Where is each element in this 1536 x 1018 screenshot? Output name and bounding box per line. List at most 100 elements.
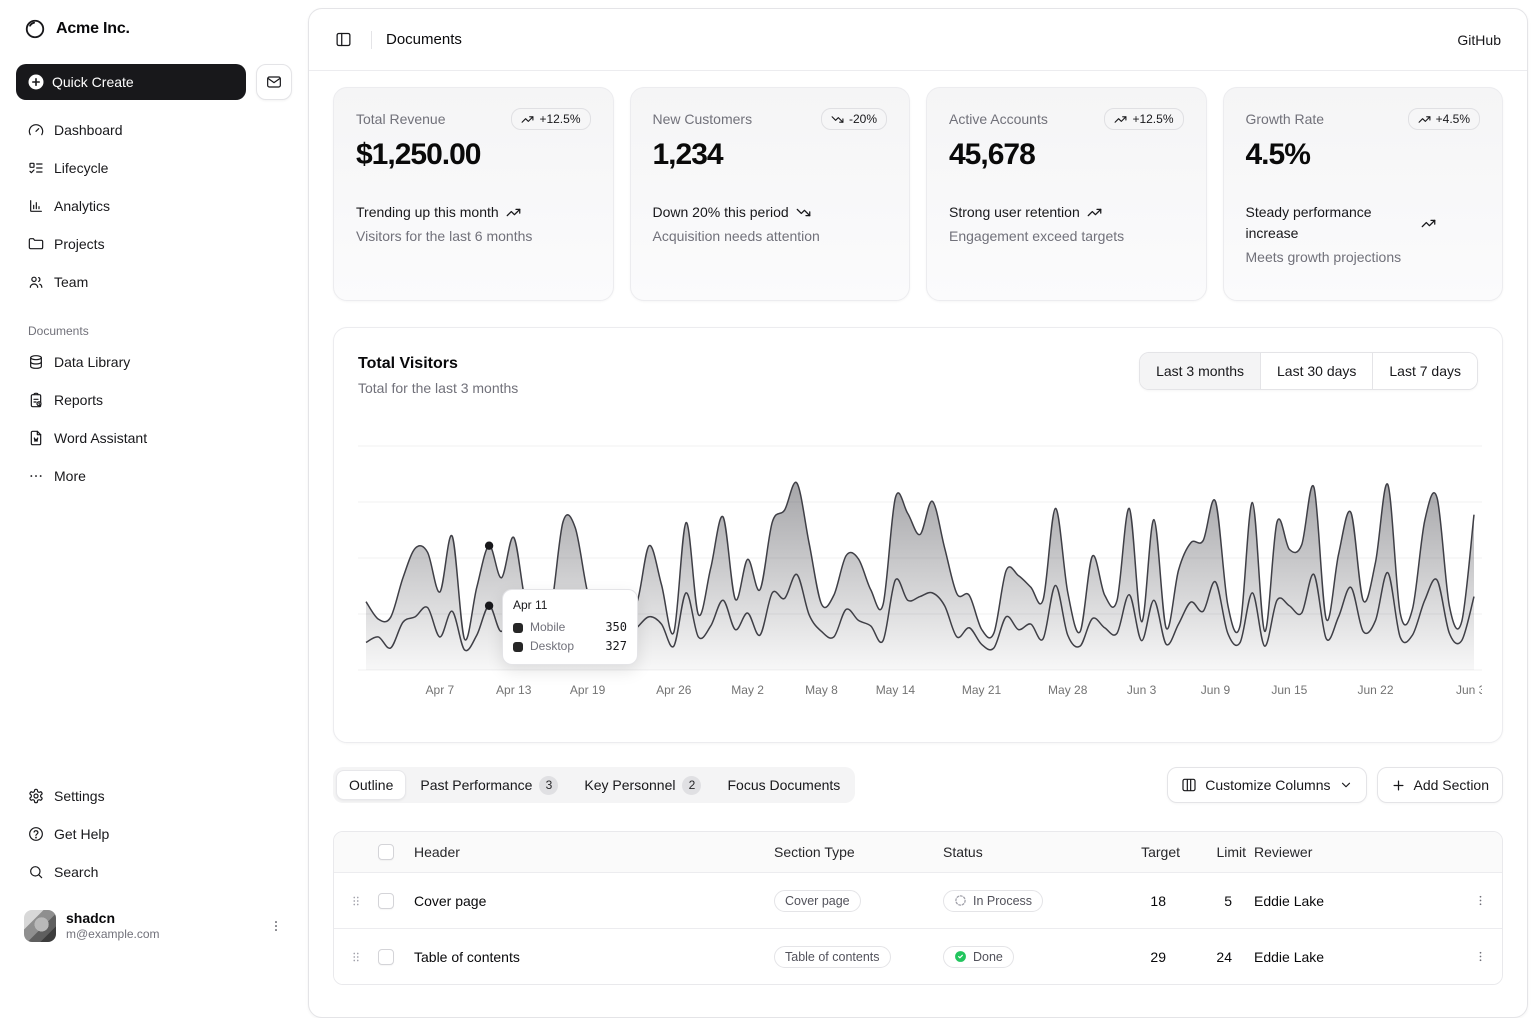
limit-cell[interactable]: 24 [1216, 948, 1232, 965]
trend-badge: +12.5% [511, 108, 591, 130]
quick-create-label: Quick Create [52, 74, 134, 90]
stat-label: Total Revenue [356, 111, 446, 127]
sidebar-item-data-library[interactable]: Data Library [16, 346, 292, 378]
svg-text:May 28: May 28 [1048, 683, 1088, 697]
col-target: Target [1141, 844, 1180, 860]
chevron-down-icon [1339, 778, 1353, 792]
target-cell[interactable]: 29 [1150, 948, 1166, 965]
table-row: Table of contents Table of contents Done… [334, 928, 1502, 984]
more-vertical-icon[interactable] [268, 918, 284, 934]
inbox-mail-button[interactable] [256, 64, 292, 100]
stat-value: 4.5% [1245, 138, 1311, 171]
page-title: Documents [386, 31, 462, 48]
nav-label: Word Assistant [54, 430, 148, 446]
table-header-row: Header Section Type Status Target Limit … [334, 832, 1502, 872]
sidebar-item-projects[interactable]: Projects [16, 228, 292, 260]
quick-create-button[interactable]: Quick Create [16, 64, 246, 100]
user-menu[interactable]: shadcn m@example.com [16, 904, 292, 948]
more-vertical-icon [1473, 893, 1488, 908]
bar-chart-icon [28, 198, 44, 214]
svg-text:Apr 19: Apr 19 [570, 683, 606, 697]
tab-past-performance[interactable]: Past Performance 3 [408, 770, 570, 800]
list-todo-icon [28, 160, 44, 176]
file-word-icon [28, 430, 44, 446]
table-row: Cover page Cover page In Process 18 5 Ed… [334, 872, 1502, 928]
sidebar-item-reports[interactable]: Reports [16, 384, 292, 416]
nav-label: Team [54, 274, 89, 290]
sidebar-toggle-button[interactable] [329, 26, 357, 54]
nav-label: Reports [54, 392, 104, 408]
sidebar-item-lifecycle[interactable]: Lifecycle [16, 152, 292, 184]
brand[interactable]: Acme Inc. [16, 10, 292, 48]
trend-badge: -20% [820, 108, 887, 130]
desktop-swatch [513, 641, 523, 652]
section-tabs: Outline Past Performance 3 Key Personnel… [333, 767, 856, 803]
stat-value: $1,250.00 [356, 138, 481, 171]
svg-text:Apr 26: Apr 26 [656, 683, 692, 697]
user-name: shadcn [66, 910, 116, 926]
nav-label: More [54, 468, 86, 484]
trending-up-icon [1421, 216, 1436, 231]
drag-handle[interactable] [334, 950, 378, 964]
customize-columns-button[interactable]: Customize Columns [1167, 767, 1367, 803]
database-icon [28, 354, 44, 370]
row-menu-button[interactable] [1466, 887, 1494, 915]
reviewer-cell[interactable]: Eddie Lake [1254, 948, 1325, 965]
trend-badge: +4.5% [1407, 108, 1480, 130]
nav-label: Lifecycle [54, 160, 109, 176]
target-cell[interactable]: 18 [1150, 892, 1166, 909]
svg-text:May 21: May 21 [962, 683, 1002, 697]
tab-outline[interactable]: Outline [336, 770, 407, 800]
chart-subtitle: Total for the last 3 months [358, 380, 519, 396]
select-all-checkbox[interactable] [378, 844, 394, 860]
tab-focus-documents[interactable]: Focus Documents [715, 770, 852, 800]
sidebar-item-search[interactable]: Search [16, 856, 292, 888]
tab-key-personnel[interactable]: Key Personnel 2 [572, 770, 713, 800]
status-badge: In Process [943, 889, 1044, 912]
stat-footer-desc: Engagement exceed targets [949, 228, 1125, 244]
main-panel: Documents GitHub Total Revenue +12.5% $1… [308, 8, 1528, 1018]
mail-icon [266, 74, 282, 90]
sidebar-item-word-assistant[interactable]: Word Assistant [16, 422, 292, 454]
gear-icon [28, 788, 44, 804]
row-checkbox[interactable] [378, 892, 394, 909]
tooltip-row-desktop: Desktop 327 [513, 637, 627, 656]
ellipsis-icon [28, 468, 44, 484]
plus-icon [1391, 778, 1406, 793]
sidebar-item-team[interactable]: Team [16, 266, 292, 298]
row-menu-button[interactable] [1466, 943, 1494, 971]
status-badge: Done [943, 945, 1014, 968]
range-last-3-months[interactable]: Last 3 months [1140, 353, 1260, 389]
sidebar-item-dashboard[interactable]: Dashboard [16, 114, 292, 146]
stat-footer-title: Strong user retention [949, 202, 1139, 223]
add-section-button[interactable]: Add Section [1376, 767, 1503, 803]
tab-count-badge: 2 [682, 775, 702, 795]
nav-label: Get Help [54, 826, 110, 842]
nav-label: Dashboard [54, 122, 123, 138]
row-header-cell[interactable]: Table of contents [414, 948, 520, 965]
drag-handle[interactable] [334, 894, 378, 908]
brand-name: Acme Inc. [56, 20, 130, 37]
sidebar-item-more[interactable]: More [16, 460, 292, 492]
trending-up-icon [521, 113, 534, 126]
sidebar-item-settings[interactable]: Settings [16, 780, 292, 812]
limit-cell[interactable]: 5 [1224, 892, 1232, 909]
nav-label: Data Library [54, 354, 131, 370]
range-last-30-days[interactable]: Last 30 days [1260, 353, 1373, 389]
row-checkbox[interactable] [378, 948, 394, 965]
svg-text:Jun 15: Jun 15 [1271, 683, 1307, 697]
section-type-badge: Table of contents [774, 945, 891, 968]
nav-label: Search [54, 864, 99, 880]
reviewer-cell[interactable]: Eddie Lake [1254, 892, 1325, 909]
trending-up-icon [1418, 113, 1431, 126]
stat-footer-desc: Meets growth projections [1245, 249, 1402, 265]
more-vertical-icon [1473, 949, 1488, 964]
range-last-7-days[interactable]: Last 7 days [1372, 353, 1477, 389]
users-icon [28, 274, 44, 290]
trending-up-icon [1087, 205, 1102, 220]
github-link[interactable]: GitHub [1457, 31, 1501, 48]
row-header-cell[interactable]: Cover page [414, 892, 487, 909]
sidebar-item-get-help[interactable]: Get Help [16, 818, 292, 850]
sidebar-item-analytics[interactable]: Analytics [16, 190, 292, 222]
nav-label: Projects [54, 236, 105, 252]
